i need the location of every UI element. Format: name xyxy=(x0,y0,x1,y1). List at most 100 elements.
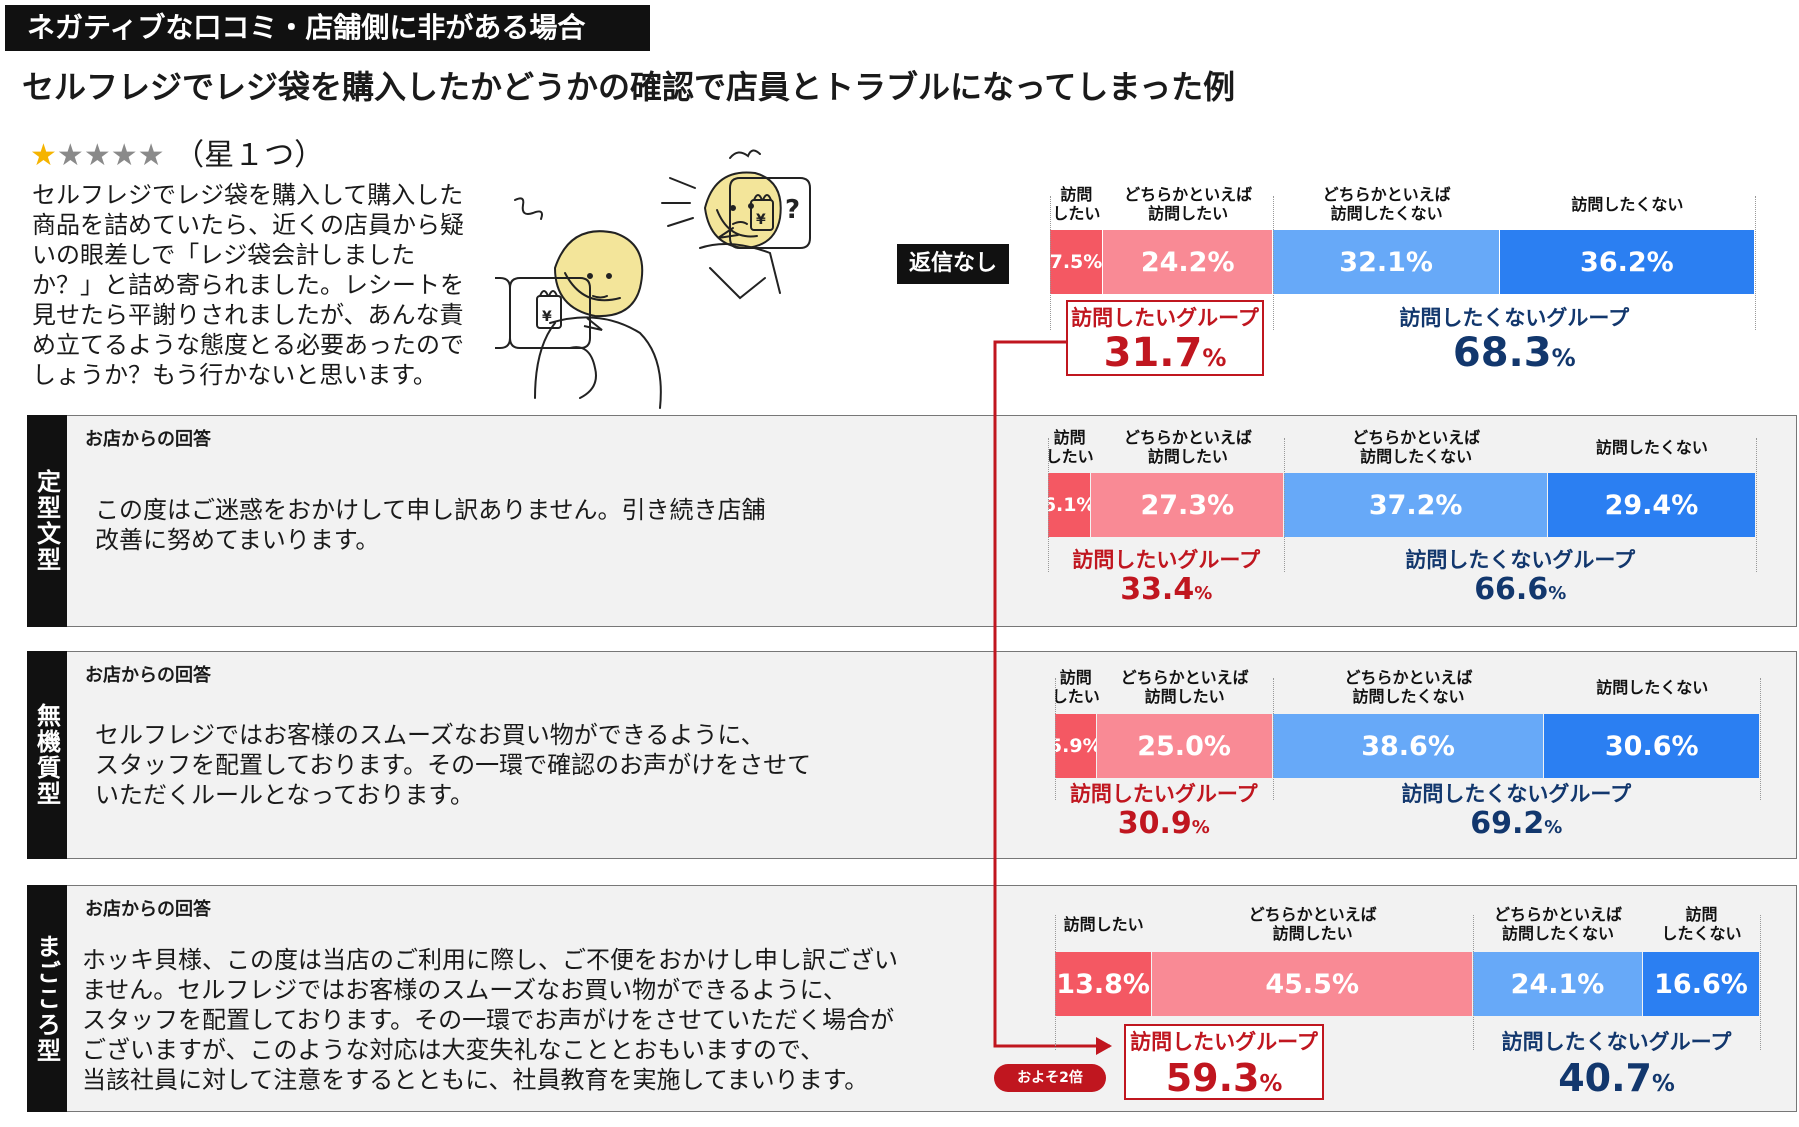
response-text: この度はご迷惑をおかけして申し訳ありません。引き続き店舗 改善に努めてまいります… xyxy=(95,495,766,555)
category-label: どちらかといえば 訪問したい xyxy=(1203,905,1423,943)
group-divider-line xyxy=(1055,915,1056,1050)
group-divider-line xyxy=(1473,915,1475,1050)
response-line: 改善に努めてまいります。 xyxy=(95,526,380,554)
category-label-line: 訪問したくない xyxy=(1502,924,1615,943)
group-divider-line xyxy=(1755,196,1756,330)
bar-value-label: 32.1% xyxy=(1273,230,1499,294)
bar-value-label: 24.1% xyxy=(1473,952,1642,1016)
category-label-line: したい xyxy=(1051,687,1100,706)
category-label: どちらかといえば 訪問したくない xyxy=(1448,905,1668,943)
yen-glyph: ¥ xyxy=(542,309,552,325)
category-label: どちらかといえば 訪問したくない xyxy=(1299,668,1519,706)
category-label: どちらかといえば 訪問したい xyxy=(1075,668,1295,706)
category-label: どちらかといえば 訪問したくない xyxy=(1277,185,1497,223)
group-value-number: 59.3 xyxy=(1165,1056,1260,1100)
bar-value-label: 29.4% xyxy=(1547,473,1755,537)
visit-group-highlight-box xyxy=(1066,300,1264,376)
not-visit-group-label: 訪問したくないグループ xyxy=(1501,1030,1732,1054)
response-line: ございますが、このような対応は大変失礼なこととおもいますので、 xyxy=(82,1036,825,1064)
group-divider-line xyxy=(1272,678,1274,800)
group-divider-line xyxy=(1284,438,1286,572)
category-label-line: どちらかといえば xyxy=(1352,428,1481,447)
yen-glyph: ¥ xyxy=(756,212,766,228)
response-line: セルフレジではお客様のスムーズなお買い物ができるように、 xyxy=(95,721,765,749)
response-line: いただくルールとなっております。 xyxy=(95,781,474,809)
review-text: セルフレジでレジ袋を購入して購入した 商品を詰めていたら、近くの店員から疑 いの… xyxy=(32,180,487,390)
bar-value-label: 5.9% xyxy=(1055,714,1096,778)
category-label-line: どちらかといえば xyxy=(1248,905,1377,924)
group-value-number: 69.2 xyxy=(1470,806,1545,841)
review-line: しょうか？もう行かないと思います。 xyxy=(32,361,437,389)
category-label-line: 訪問したくない xyxy=(1595,438,1708,457)
not-visit-group-label: 訪問したくないグループ xyxy=(1405,548,1636,572)
group-divider-line xyxy=(1050,196,1051,330)
category-label-line: 訪問したい xyxy=(1063,915,1144,934)
category-label-line: どちらかといえば xyxy=(1344,668,1473,687)
group-divider-line xyxy=(1273,196,1275,330)
category-label-line: 訪問したくない xyxy=(1571,195,1684,214)
response-header: お店からの回答 xyxy=(85,665,211,686)
category-label-line: どちらかといえば xyxy=(1124,185,1253,204)
group-value-number: 33.4 xyxy=(1120,572,1195,607)
review-line: いの眼差しで「レジ袋会計しました xyxy=(32,241,416,269)
approx-double-badge: およそ2倍 xyxy=(994,1064,1106,1092)
category-label-line: 訪問したくない xyxy=(1360,447,1473,466)
category-label-line: 訪問したい xyxy=(1272,924,1353,943)
review-line: 見せたら平謝りされましたが、あんな責 xyxy=(32,301,464,329)
visit-group-value: 30.9% xyxy=(1054,806,1274,841)
category-label: 訪問したい xyxy=(966,668,1186,706)
star-icons: ★★★★★ xyxy=(30,138,165,173)
group-value-unit: % xyxy=(1194,583,1213,604)
group-value-unit: % xyxy=(1202,344,1227,372)
star-empty-icon: ★ xyxy=(83,138,111,173)
category-label: どちらかといえば 訪問したい xyxy=(1078,428,1298,466)
category-label: どちらかといえば 訪問したい xyxy=(1078,185,1298,223)
group-divider-line xyxy=(1055,678,1056,800)
group-value-unit: % xyxy=(1651,1071,1675,1097)
category-label-line: 訪問したくない xyxy=(1352,687,1465,706)
review-line: 商品を詰めていたら、近くの店員から疑 xyxy=(32,211,464,239)
visit-group-value: 33.4% xyxy=(1056,572,1276,607)
response-line: 当該社員に対して注意をするとともに、社員教育を実施してまいります。 xyxy=(82,1066,869,1094)
page-title: セルフレジでレジ袋を購入したかどうかの確認で店員とトラブルになってしまった例 xyxy=(22,68,1236,106)
category-label-line: 訪問 xyxy=(1685,905,1718,924)
visit-group-value: 59.3% xyxy=(1114,1056,1334,1100)
review-line: か？」と詰め寄られました。レシートを xyxy=(32,271,464,299)
group-value-unit: % xyxy=(1551,344,1576,372)
response-line: スタッフを配置しております。その一環で確認のお声がけをさせて xyxy=(95,751,812,779)
not-visit-group-label: 訪問したくないグループ xyxy=(1399,306,1630,330)
category-label: 訪問したくない xyxy=(1591,905,1799,943)
response-text: セルフレジではお客様のスムーズなお買い物ができるように、 スタッフを配置しており… xyxy=(95,720,811,810)
category-label-line: 訪問 xyxy=(1060,185,1093,204)
bar-value-label: 27.3% xyxy=(1091,473,1284,537)
group-divider-line xyxy=(1760,678,1761,800)
star-rating: ★★★★★ （星１つ） xyxy=(30,130,324,174)
category-label-line: 訪問したくない xyxy=(1596,678,1709,697)
visit-group-value: 31.7% xyxy=(1055,330,1275,376)
category-label-line: どちらかといえば xyxy=(1494,905,1623,924)
response-type-label: 無機質型 xyxy=(27,651,67,859)
category-label-line: 訪問 xyxy=(1053,428,1086,447)
category-label: どちらかといえば 訪問したくない xyxy=(1306,428,1526,466)
section-tag: ネガティブな口コミ・店舗側に非がある場合 xyxy=(5,5,650,51)
category-label-line: どちらかといえば xyxy=(1322,185,1451,204)
bar-value-label: 38.6% xyxy=(1272,714,1544,778)
bar-value-label: 36.2% xyxy=(1499,230,1754,294)
review-line: セルフレジでレジ袋を購入して購入した xyxy=(32,181,464,209)
group-value-unit: % xyxy=(1548,583,1567,604)
category-label: 訪問したい xyxy=(960,428,1180,466)
bar-value-label: 7.5% xyxy=(1050,230,1102,294)
question-mark-glyph: ? xyxy=(785,195,800,225)
star-empty-icon: ★ xyxy=(137,138,165,173)
response-line: この度はご迷惑をおかけして申し訳ありません。引き続き店舗 xyxy=(95,496,766,524)
category-label-line: 訪問したい xyxy=(1147,447,1228,466)
not-visit-group-value: 40.7% xyxy=(1507,1056,1727,1100)
group-value-number: 40.7 xyxy=(1558,1056,1652,1100)
group-value-number: 30.9 xyxy=(1117,806,1192,841)
category-label-line: したくない xyxy=(1661,924,1742,943)
group-divider-line xyxy=(1048,438,1049,572)
bar-value-label: 30.6% xyxy=(1544,714,1759,778)
category-label-line: 訪問したい xyxy=(1148,204,1229,223)
group-value-unit: % xyxy=(1191,817,1210,838)
response-header: お店からの回答 xyxy=(85,899,211,920)
